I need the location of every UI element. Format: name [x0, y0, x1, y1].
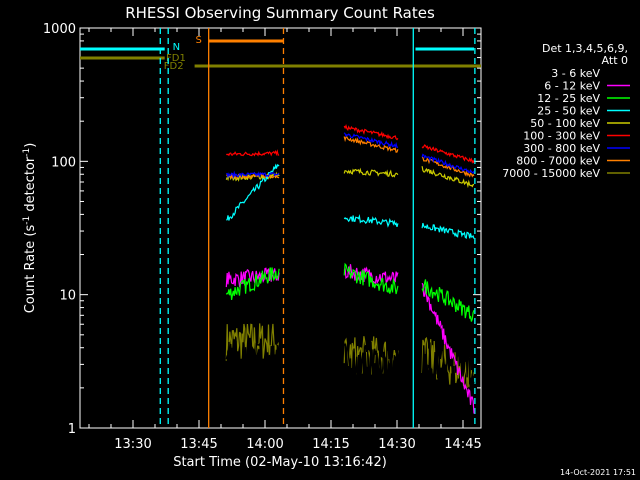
series-100-300-kev-seg3 [421, 144, 475, 164]
plot-frame [79, 27, 482, 429]
flag-fd1-label: FD1 [166, 53, 186, 64]
series-12-25-kev-seg3 [421, 279, 475, 322]
chart-title: RHESSI Observing Summary Count Rates [125, 4, 435, 22]
series-300-800-kev-seg2 [343, 132, 398, 148]
series-50-100-kev-seg3 [421, 166, 475, 189]
legend-label: 50 - 100 keV [530, 117, 600, 130]
legend-label: 300 - 800 keV [523, 142, 600, 155]
series-layer [225, 123, 475, 414]
series-3-6-kev-seg3 [421, 341, 475, 388]
series-6-12-kev-seg3 [421, 282, 475, 414]
series-7000-15000-kev-seg3 [421, 336, 475, 388]
generation-timestamp: 14-Oct-2021 17:51 [560, 468, 636, 477]
x-axis-label: Start Time (02-May-10 13:16:42) [173, 455, 387, 470]
legend-label: 25 - 50 keV [537, 105, 600, 118]
series-12-25-kev-seg1 [225, 267, 280, 300]
legend-label: 7000 - 15000 keV [502, 167, 600, 180]
series-12-25-kev-seg2 [343, 262, 399, 295]
series-100-300-kev-seg1 [226, 149, 280, 157]
flag-n-label: N [173, 42, 180, 53]
series-3-6-kev-seg1 [225, 339, 280, 388]
series-25-50-kev-seg2 [343, 213, 399, 228]
legend-label: 12 - 25 keV [537, 92, 600, 105]
legend-header-line2: Att 0 [602, 54, 628, 67]
x-tick-label: 14:30 [378, 437, 415, 452]
series-50-100-kev-seg2 [343, 167, 399, 178]
legend-label: 3 - 6 keV [551, 67, 600, 80]
legend-header-line1: Det 1,3,4,5,6,9, [542, 42, 628, 55]
series-25-50-kev-seg3 [421, 222, 475, 240]
series-300-800-kev-seg3 [421, 153, 475, 174]
x-tick-label: 14:00 [246, 437, 283, 452]
legend-label: 6 - 12 keV [544, 80, 600, 93]
y-tick-label: 1 [68, 422, 76, 437]
y-tick-label: 1000 [43, 22, 76, 37]
flag-s-label: S [195, 35, 201, 46]
y-tick-label: 10 [59, 289, 76, 304]
x-tick-label: 14:15 [312, 437, 349, 452]
y-tick-label: 100 [51, 155, 76, 170]
x-tick-label: 14:45 [444, 437, 481, 452]
x-axis: 13:30 13:45 14:00 14:15 14:30 14:45 [88, 28, 482, 452]
y-axis: 1 10 100 1000 [43, 22, 481, 437]
x-tick-label: 13:30 [114, 437, 151, 452]
series-100-300-kev-seg2 [343, 123, 399, 141]
x-tick-label: 13:45 [180, 437, 217, 452]
series-800-7000-kev-seg2 [343, 136, 399, 153]
series-300-800-kev-seg1 [226, 170, 280, 180]
legend-label: 800 - 7000 keV [516, 155, 600, 168]
series-3-6-kev-seg2 [343, 340, 399, 388]
legend-label: 100 - 300 keV [523, 130, 600, 143]
flag-fd2-label: FD2 [164, 61, 184, 72]
y-axis-label: Count Rate (s-1 detector-1) [22, 143, 38, 314]
series-7000-15000-kev-seg1 [225, 323, 280, 361]
